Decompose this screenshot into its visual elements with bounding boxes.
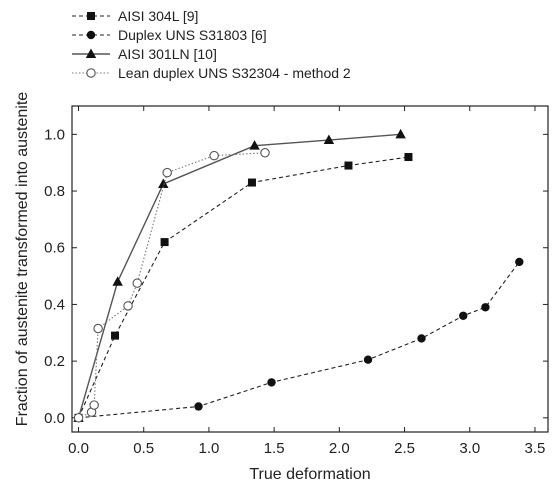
data-point	[160, 238, 169, 247]
data-point	[395, 128, 406, 139]
series-2	[73, 128, 406, 422]
data-point	[209, 150, 219, 161]
data-point	[363, 355, 373, 364]
series-3	[73, 148, 270, 423]
plot-frame	[71, 105, 549, 433]
x-tick-label: 3.0	[459, 440, 480, 457]
y-tick-label: 1.0	[44, 126, 65, 143]
data-point	[112, 276, 123, 286]
legend-label: Lean duplex UNS S32304 - method 2	[118, 65, 351, 81]
legend-label: AISI 301LN [10]	[118, 46, 217, 62]
x-tick-label: 1.0	[199, 440, 220, 457]
x-tick-label: 2.0	[329, 440, 350, 457]
series-0	[74, 153, 413, 422]
legend-item: AISI 301LN [10]	[72, 46, 217, 62]
x-tick-label: 0.5	[133, 440, 154, 457]
data-point	[459, 311, 468, 320]
x-tick-label: 2.5	[394, 440, 415, 457]
data-point	[158, 178, 169, 188]
series-line	[78, 261, 520, 419]
legend-item: Lean duplex UNS S32304 - method 2	[72, 65, 351, 81]
series-line	[78, 156, 409, 419]
data-point	[481, 303, 490, 312]
legend: AISI 304L [9] Duplex UNS S31803 [6] AISI 3…	[72, 8, 351, 81]
legend-item: AISI 304L [9]	[72, 8, 198, 24]
y-tick-label: 0.2	[44, 353, 65, 370]
x-axis-title: True deformation	[249, 466, 370, 483]
data-point	[162, 167, 172, 178]
data-point	[247, 178, 256, 187]
data-point	[194, 402, 203, 411]
y-axis-title: Fraction of austenite transformed into a…	[14, 92, 31, 427]
legend-label: Duplex UNS S31803 [6]	[118, 27, 267, 43]
series-line	[77, 133, 401, 419]
y-tick-label: 0.8	[44, 183, 65, 200]
data-point	[132, 278, 142, 288]
data-point	[123, 301, 133, 311]
data-point	[417, 334, 426, 343]
legend-marker	[87, 12, 95, 20]
data-point	[404, 153, 413, 162]
legend-label: AISI 304L [9]	[118, 8, 198, 24]
y-tick-label: 0.6	[44, 240, 65, 257]
x-tick-label: 3.5	[525, 440, 546, 457]
data-point	[344, 161, 353, 170]
series-line	[78, 152, 266, 419]
legend-marker	[86, 30, 96, 40]
legend-item: Duplex UNS S31803 [6]	[72, 27, 267, 43]
data-point	[323, 134, 335, 145]
x-tick-label: 1.5	[264, 440, 285, 457]
data-point	[73, 413, 84, 423]
data-point	[93, 323, 103, 334]
legend-marker	[86, 68, 96, 78]
y-tick-label: 0.0	[44, 410, 65, 427]
data-point	[267, 378, 276, 387]
series-layer	[73, 128, 524, 423]
data-point	[89, 400, 99, 410]
data-point	[515, 257, 524, 267]
data-point	[249, 140, 260, 150]
x-tick-label: 0.0	[68, 440, 89, 457]
axis-ticks: 0.0 0.5 1.0 1.5 2.0 2.5 3.0 3.5 0.0 0.2 0.4 0.6 0.8 1…	[44, 106, 548, 457]
legend-marker	[85, 48, 97, 58]
y-tick-label: 0.4	[44, 296, 65, 313]
data-point	[111, 331, 120, 340]
data-point	[260, 148, 270, 158]
